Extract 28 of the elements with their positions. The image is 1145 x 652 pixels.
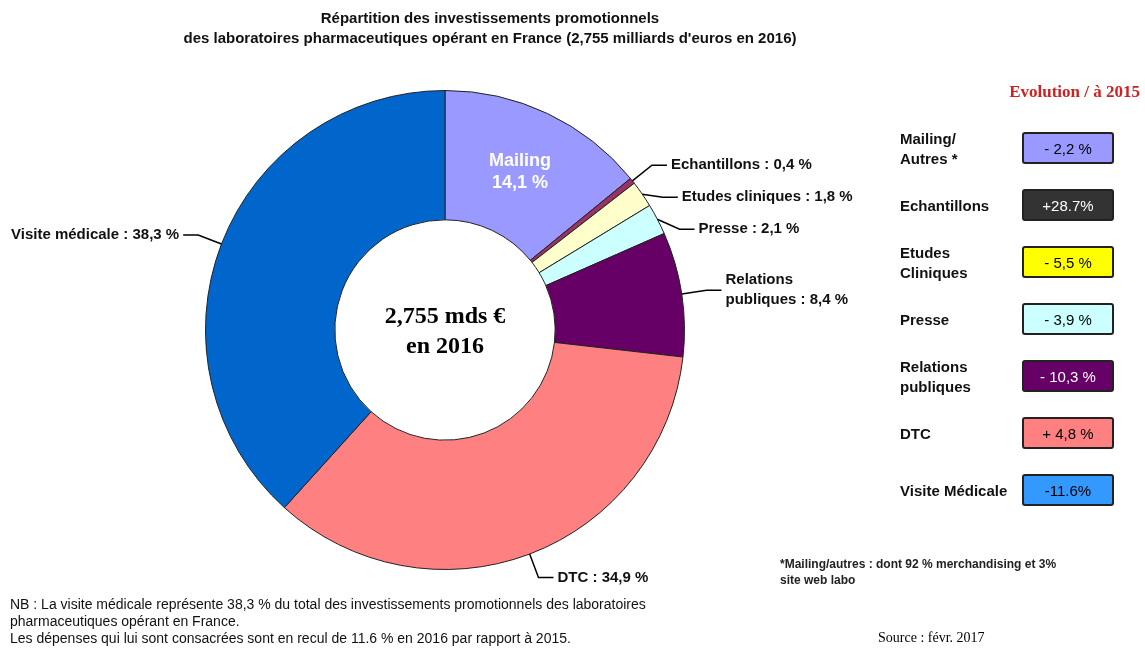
text: *Mailing/autres : dont 92 % merchandising et 3% site web labo bbox=[780, 556, 1058, 588]
slice-label: Etudes cliniques : 1,8 % bbox=[681, 187, 853, 205]
slice-label: Mailing bbox=[488, 150, 551, 171]
text: -11.6% bbox=[1044, 481, 1092, 499]
text: - 5,5 % bbox=[1044, 253, 1092, 271]
category-label: Relations publiques bbox=[900, 357, 972, 397]
text: Evolution / à 2015 bbox=[1009, 82, 1140, 102]
slice-label: Presse : 2,1 % bbox=[698, 219, 800, 237]
slice-label: Relations publiques : 8,4 % bbox=[725, 270, 849, 308]
text: +28.7% bbox=[1042, 196, 1094, 214]
category-label: DTC bbox=[900, 424, 932, 444]
category-label: Visite Médicale bbox=[900, 481, 1009, 501]
slice-label: Visite médicale : 38,3 % bbox=[11, 225, 180, 243]
text: NB : La visite médicale représente 38,3 % du total des investissements promotionnels des laboratoires pharmaceutiques opérant en France. Les dépenses qui lui sont consacrées sont en recul de 11.6 % en 2016 par rapport à 2015. bbox=[10, 596, 647, 647]
data-label: 14,1 % bbox=[491, 172, 548, 193]
slice-label: Echantillons : 0,4 % bbox=[670, 155, 812, 173]
category-label: Etudes Cliniques bbox=[900, 243, 969, 283]
text: - 2,2 % bbox=[1044, 139, 1092, 157]
text: 2,755 mds € en 2016 bbox=[383, 301, 507, 360]
chart-title: Répartition des investissements promotionnels des laboratoires pharmaceutiques opérant en France (2,755 milliards d'euros en 2016) bbox=[182, 8, 798, 48]
text: - 10,3 % bbox=[1040, 367, 1096, 385]
text: + 4,8 % bbox=[1042, 424, 1094, 442]
category-label: Presse bbox=[900, 310, 951, 330]
text: - 3,9 % bbox=[1044, 310, 1092, 328]
source-note: Source : févr. 2017 bbox=[878, 630, 985, 646]
slice-label: DTC : 34,9 % bbox=[557, 567, 649, 585]
category-label: Mailing/ Autres * bbox=[900, 129, 959, 169]
category-label: Echantillons bbox=[900, 196, 991, 216]
